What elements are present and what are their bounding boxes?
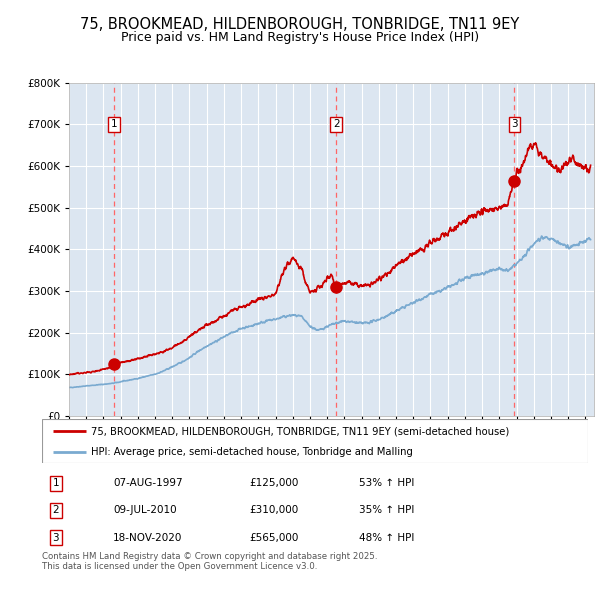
Text: 75, BROOKMEAD, HILDENBOROUGH, TONBRIDGE, TN11 9EY: 75, BROOKMEAD, HILDENBOROUGH, TONBRIDGE,… bbox=[80, 17, 520, 31]
Text: Contains HM Land Registry data © Crown copyright and database right 2025.
This d: Contains HM Land Registry data © Crown c… bbox=[42, 552, 377, 571]
Text: 53% ↑ HPI: 53% ↑ HPI bbox=[359, 478, 414, 489]
Text: 1: 1 bbox=[52, 478, 59, 489]
Text: 1: 1 bbox=[110, 119, 117, 129]
Text: 3: 3 bbox=[511, 119, 518, 129]
Text: 35% ↑ HPI: 35% ↑ HPI bbox=[359, 506, 414, 516]
Text: 3: 3 bbox=[52, 533, 59, 543]
Text: 18-NOV-2020: 18-NOV-2020 bbox=[113, 533, 182, 543]
Text: 07-AUG-1997: 07-AUG-1997 bbox=[113, 478, 182, 489]
Text: 2: 2 bbox=[333, 119, 340, 129]
Text: HPI: Average price, semi-detached house, Tonbridge and Malling: HPI: Average price, semi-detached house,… bbox=[91, 447, 413, 457]
Text: 48% ↑ HPI: 48% ↑ HPI bbox=[359, 533, 414, 543]
Text: £310,000: £310,000 bbox=[250, 506, 299, 516]
Text: Price paid vs. HM Land Registry's House Price Index (HPI): Price paid vs. HM Land Registry's House … bbox=[121, 31, 479, 44]
Text: 75, BROOKMEAD, HILDENBOROUGH, TONBRIDGE, TN11 9EY (semi-detached house): 75, BROOKMEAD, HILDENBOROUGH, TONBRIDGE,… bbox=[91, 427, 509, 436]
Text: 2: 2 bbox=[52, 506, 59, 516]
Text: 09-JUL-2010: 09-JUL-2010 bbox=[113, 506, 176, 516]
Text: £125,000: £125,000 bbox=[250, 478, 299, 489]
Text: £565,000: £565,000 bbox=[250, 533, 299, 543]
